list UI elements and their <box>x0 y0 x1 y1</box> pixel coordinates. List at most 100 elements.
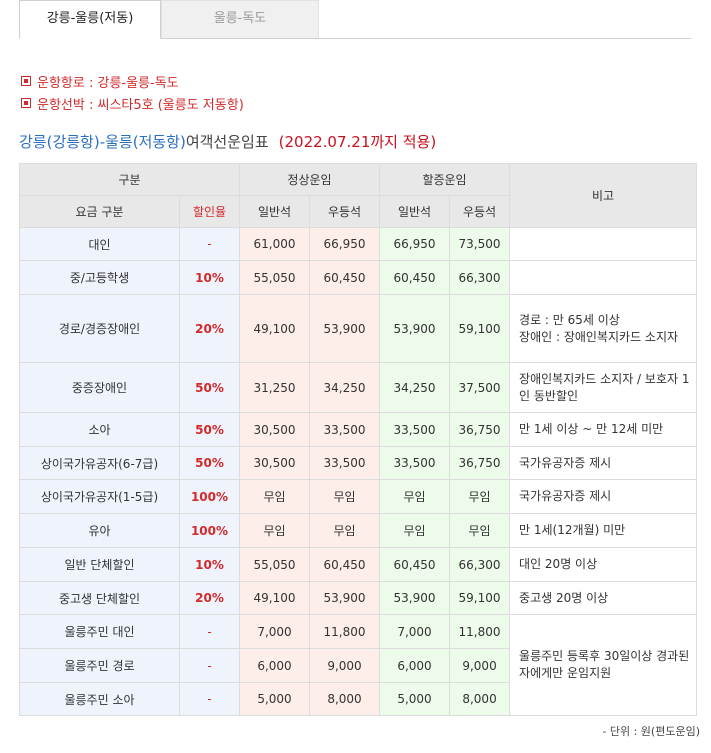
normal-general-cell: 49,100 <box>239 294 310 363</box>
note-cell: 국가유공자증 제시 <box>509 446 698 480</box>
square-bullet-icon <box>21 98 31 108</box>
extra-premium-cell: 9,000 <box>449 648 511 683</box>
extra-general-cell: 7,000 <box>379 614 451 649</box>
ship-info: 운항선박 : 씨스타5호 (울릉도 저동항) <box>21 94 244 113</box>
extra-premium-cell: 무임 <box>449 479 511 514</box>
fare-type-cell: 중/고등학생 <box>19 260 180 295</box>
table-row: 울릉주민 소아 -5,000 8,000 5,000 8,000 <box>19 682 697 716</box>
header-extra-general: 일반석 <box>379 195 451 228</box>
extra-premium-cell: 무임 <box>449 513 511 548</box>
fare-type-cell: 울릉주민 경로 <box>19 648 180 683</box>
note-cell: 국가유공자증 제시 <box>509 479 698 514</box>
extra-general-cell: 무임 <box>379 513 451 548</box>
fare-type-cell: 중고생 단체할인 <box>19 581 180 615</box>
table-row: 유아 100% 무임 무임 무임 무임 만 1세(12개월) 미만 <box>19 513 698 548</box>
note-cell: 대인 20명 이상 <box>509 547 698 582</box>
header-gubun: 구분 <box>19 163 240 196</box>
fare-type-cell: 상이국가유공자(1-5급) <box>19 479 180 514</box>
normal-premium-cell: 60,450 <box>308 547 381 582</box>
table-row: 울릉주민 대인 -7,000 11,800 7,000 11,800 울릉주민 등록후 3… <box>19 614 698 716</box>
extra-general-cell: 33,500 <box>379 446 451 480</box>
fare-table-body: 대인 -61,000 66,950 66,950 73,500 중/고등학생 10% 55,0… <box>19 227 698 716</box>
note-cell: 중고생 20명 이상 <box>509 581 698 615</box>
normal-general-cell: 무임 <box>239 513 310 548</box>
normal-premium-cell: 34,250 <box>308 362 381 413</box>
extra-premium-cell: 66,300 <box>449 260 511 295</box>
normal-premium-cell: 33,500 <box>308 446 381 480</box>
tab-ulleung-dokdo[interactable]: 울릉-독도 <box>161 0 319 38</box>
normal-premium-cell: 무임 <box>308 479 381 514</box>
header-note: 비고 <box>509 163 698 228</box>
note-cell: 만 1세(12개월) 미만 <box>509 513 698 548</box>
fare-type-cell: 상이국가유공자(6-7급) <box>19 446 180 480</box>
normal-general-cell: 7,000 <box>239 614 310 649</box>
normal-premium-cell: 8,000 <box>308 682 381 716</box>
extra-premium-cell: 8,000 <box>449 682 511 716</box>
header-normal-premium: 우등석 <box>308 195 381 228</box>
normal-general-cell: 30,500 <box>239 446 310 480</box>
normal-general-cell: 55,050 <box>239 260 310 295</box>
header-extra-premium: 우등석 <box>449 195 511 228</box>
table-row: 중/고등학생 10% 55,050 60,450 60,450 66,300 <box>19 260 698 295</box>
normal-premium-cell: 9,000 <box>308 648 381 683</box>
note-cell <box>509 260 698 295</box>
table-row: 중고생 단체할인 20% 49,100 53,900 53,900 59,100 중고생 2… <box>19 581 698 615</box>
discount-cell: 10% <box>179 260 240 295</box>
extra-premium-cell: 73,500 <box>449 227 511 261</box>
fare-type-cell: 대인 <box>19 227 180 261</box>
tab-gangneung-ulleung[interactable]: 강릉-울릉(저동) <box>19 0 161 39</box>
header-extra-fare: 할증운임 <box>379 163 511 196</box>
normal-premium-cell: 60,450 <box>308 260 381 295</box>
extra-general-cell: 33,500 <box>379 412 451 447</box>
extra-general-cell: 53,900 <box>379 294 451 363</box>
discount-cell: 20% <box>179 294 240 363</box>
title-suffix: 여객선운임표 <box>185 133 269 151</box>
extra-premium-cell: 37,500 <box>449 362 511 413</box>
normal-general-cell: 49,100 <box>239 581 310 615</box>
fare-type-cell: 중증장애인 <box>19 362 180 413</box>
normal-premium-cell: 66,950 <box>308 227 381 261</box>
fare-type-cell: 유아 <box>19 513 180 548</box>
table-row: 중증장애인 50% 31,250 34,250 34,250 37,500 장애인복지카드 … <box>19 362 698 413</box>
fare-type-cell: 울릉주민 대인 <box>19 614 180 649</box>
fare-type-cell: 소아 <box>19 412 180 447</box>
route-info: 운항항로 : 강릉-울릉-독도 <box>21 72 179 91</box>
extra-premium-cell: 36,750 <box>449 446 511 480</box>
header-discount: 할인율 <box>179 195 240 228</box>
extra-premium-cell: 11,800 <box>449 614 511 649</box>
extra-general-cell: 6,000 <box>379 648 451 683</box>
table-row: 소아 50% 30,500 33,500 33,500 36,750 만 1세 이상 ~ 만… <box>19 412 698 447</box>
discount-cell: 100% <box>179 513 240 548</box>
title-date: (2022.07.21까지 적용) <box>278 133 437 151</box>
extra-premium-cell: 66,300 <box>449 547 511 582</box>
fare-type-cell: 경로/경증장애인 <box>19 294 180 363</box>
extra-general-cell: 60,450 <box>379 547 451 582</box>
normal-premium-cell: 11,800 <box>308 614 381 649</box>
discount-cell: 20% <box>179 581 240 615</box>
fare-type-cell: 울릉주민 소아 <box>19 682 180 716</box>
fare-type-cell: 일반 단체할인 <box>19 547 180 582</box>
square-bullet-icon <box>21 76 31 86</box>
note-cell <box>509 227 698 261</box>
title-route: 강릉(강릉항)-울릉(저동항) <box>19 133 186 151</box>
header-normal-fare: 정상운임 <box>238 163 381 196</box>
table-row: 경로/경증장애인 20% 49,100 53,900 53,900 59,100 경로 : … <box>19 294 698 363</box>
normal-premium-cell: 53,900 <box>308 581 381 615</box>
note-cell: 장애인복지카드 소지자 / 보호자 1인 동반할인 <box>509 362 698 413</box>
discount-cell: 50% <box>179 446 240 480</box>
extra-premium-cell: 59,100 <box>449 294 511 363</box>
discount-cell: 50% <box>179 412 240 447</box>
extra-premium-cell: 59,100 <box>449 581 511 615</box>
discount-cell: - <box>179 227 240 261</box>
fare-table-title: 강릉(강릉항)-울릉(저동항)여객선운임표 (2022.07.21까지 적용) <box>19 131 436 152</box>
table-row: 상이국가유공자(1-5급) 100% 무임 무임 무임 무임 국가유공자증 제시 <box>19 479 698 514</box>
note-cell: 경로 : 만 65세 이상 장애인 : 장애인복지카드 소지자 <box>509 294 698 363</box>
route-tabs: 강릉-울릉(저동) 울릉-독도 <box>19 0 691 39</box>
discount-cell: 10% <box>179 547 240 582</box>
normal-general-cell: 55,050 <box>239 547 310 582</box>
table-row: 울릉주민 경로 -6,000 9,000 6,000 9,000 <box>19 648 697 683</box>
normal-general-cell: 31,250 <box>239 362 310 413</box>
unit-footnote: - 단위 : 원(편도운임) <box>602 725 700 738</box>
header-normal-general: 일반석 <box>239 195 310 228</box>
header-fare-type: 요금 구분 <box>19 195 180 228</box>
